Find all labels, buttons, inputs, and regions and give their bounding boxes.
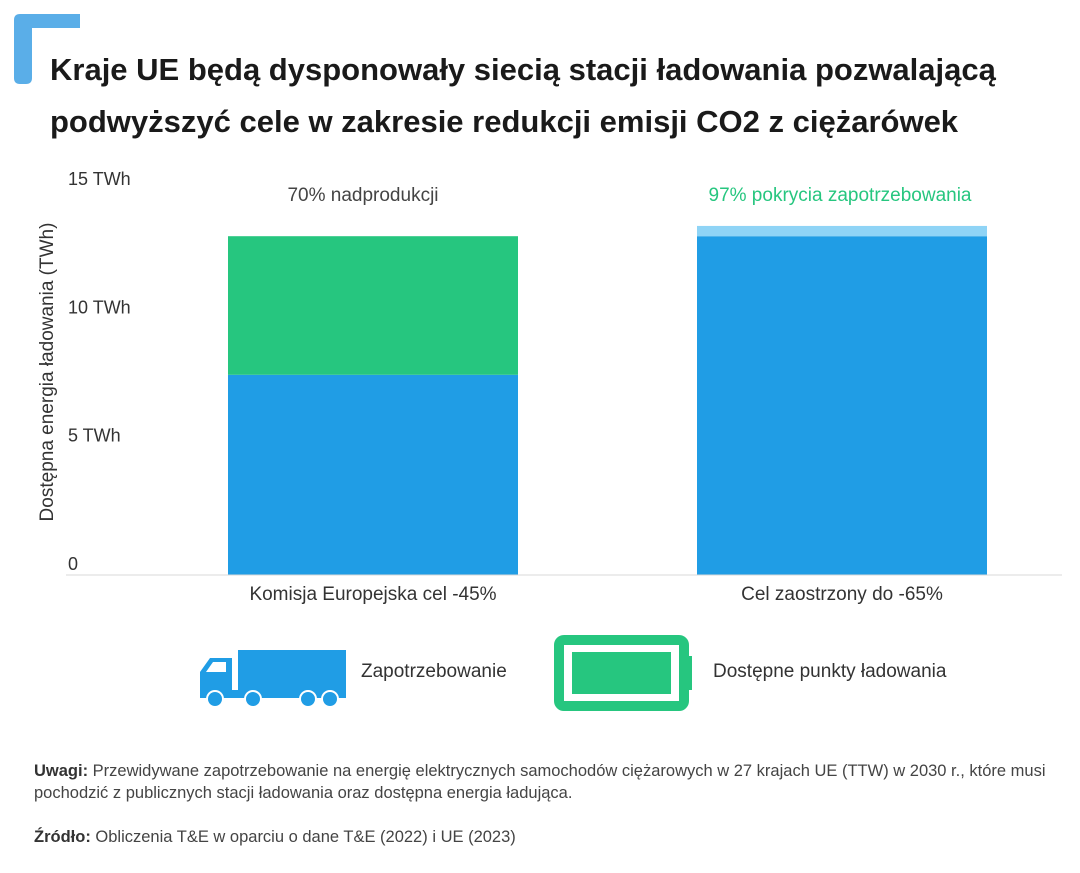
bar-1-available — [228, 236, 518, 375]
bar-1-demand — [228, 374, 518, 575]
legend-available-label: Dostępne punkty ładowania — [713, 661, 947, 682]
y-axis-label: Dostępna energia ładowania (TWh) — [37, 223, 58, 522]
bar-2-demand — [697, 236, 987, 575]
legend-demand-label: Zapotrzebowanie — [361, 661, 507, 682]
notes-text: Przewidywane zapotrzebowanie na energię … — [34, 762, 1046, 802]
source-text: Obliczenia T&E w oparciu o dane T&E (202… — [90, 828, 516, 846]
source-label: Źródło: — [34, 828, 91, 846]
page-title: Kraje UE będą dysponowały siecią stacji … — [50, 52, 996, 139]
notes: Uwagi: Przewidywane zapotrzebowanie na e… — [34, 760, 1054, 804]
corner-bracket-icon — [14, 14, 80, 84]
y-tick-label-1: 5 TWh — [68, 426, 121, 446]
annotation-1: 70% nadprodukcji — [287, 185, 438, 206]
y-tick-label-3: 15 TWh — [68, 169, 131, 189]
battery-icon — [554, 635, 692, 711]
notes-label: Uwagi: — [34, 762, 89, 780]
x-category-label-2: Cel zaostrzony do -65% — [741, 584, 943, 605]
y-tick-label-2: 10 TWh — [68, 297, 131, 317]
y-tick-label-0: 0 — [68, 554, 78, 574]
x-category-label-1: Komisja Europejska cel -45% — [249, 584, 496, 605]
annotation-2: 97% pokrycia zapotrzebowania — [709, 185, 972, 206]
source: Źródło: Obliczenia T&E w oparciu o dane … — [34, 826, 1054, 848]
truck-icon — [200, 650, 346, 708]
bar-2-available — [697, 225, 987, 237]
